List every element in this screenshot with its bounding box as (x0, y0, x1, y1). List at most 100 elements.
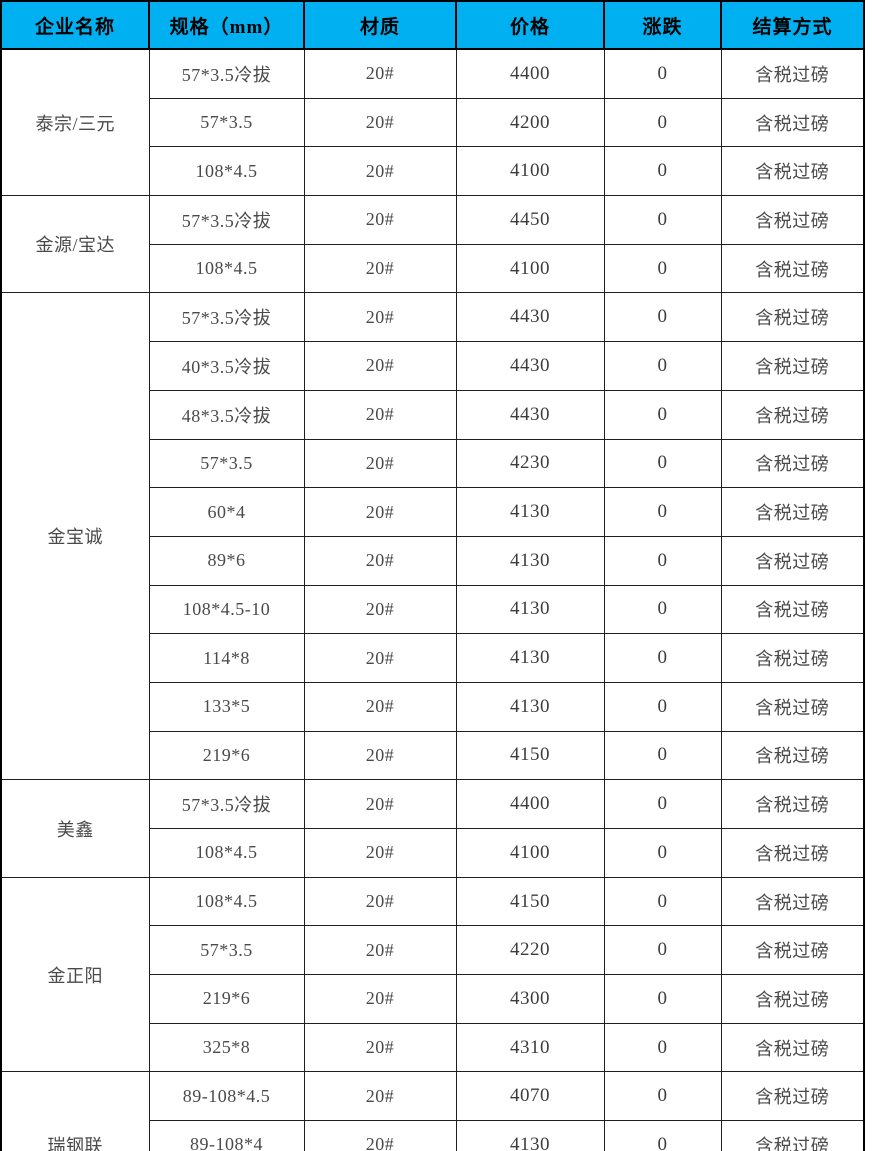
spec-cell: 114*8 (148, 633, 305, 683)
material-cell: 20# (303, 681, 457, 732)
spec-cell: 57*3.5冷拔 (148, 195, 305, 245)
price-cell: 4300 (455, 974, 605, 1024)
material-cell: 20# (303, 584, 457, 635)
change-cell: 0 (603, 779, 722, 829)
change-cell: 0 (603, 48, 722, 99)
spec-cell: 219*6 (148, 974, 305, 1024)
table-row: 美鑫 57*3.5冷拔 20# 4400 0 含税过磅 (0, 779, 865, 878)
material-cell: 20# (303, 779, 457, 829)
table-row: 48*3.5冷拔 20# 4430 0 含税过磅 (1, 389, 865, 440)
price-cell: 4150 (455, 730, 605, 781)
company-cell: 瑞钢联 (0, 1071, 150, 1151)
settlement-cell: 含税过磅 (720, 389, 865, 440)
change-cell: 0 (603, 1120, 722, 1151)
material-cell: 20# (303, 389, 457, 440)
change-cell: 0 (603, 97, 722, 148)
table-row: 219*6 20# 4150 0 含税过磅 (1, 730, 865, 781)
material-cell: 20# (303, 1120, 457, 1151)
settlement-cell: 含税过磅 (720, 146, 865, 197)
price-cell: 4130 (455, 535, 605, 586)
change-cell: 0 (603, 389, 722, 440)
spec-cell: 89-108*4.5 (148, 1071, 305, 1122)
spec-cell: 325*8 (148, 1022, 305, 1073)
table-row: 57*3.5 20# 4230 0 含税过磅 (1, 438, 865, 489)
settlement-cell: 含税过磅 (720, 341, 865, 391)
change-cell: 0 (603, 974, 722, 1024)
material-cell: 20# (303, 292, 457, 343)
settlement-cell: 含税过磅 (720, 925, 865, 976)
col-header-material: 材质 (303, 0, 457, 50)
table-row: 金正阳 108*4.5 20# 4150 0 含税过磅 (0, 876, 865, 1073)
col-header-company: 企业名称 (0, 0, 150, 50)
settlement-cell: 含税过磅 (720, 195, 865, 245)
price-cell: 4400 (455, 48, 605, 99)
material-cell: 20# (303, 876, 457, 927)
table-row: 60*4 20# 4130 0 含税过磅 (1, 487, 865, 537)
settlement-cell: 含税过磅 (720, 292, 865, 343)
table-row: 108*4.5-10 20# 4130 0 含税过磅 (1, 584, 865, 635)
material-cell: 20# (303, 97, 457, 148)
price-cell: 4200 (455, 97, 605, 148)
settlement-cell: 含税过磅 (720, 779, 865, 829)
price-cell: 4150 (455, 876, 605, 927)
spec-cell: 89*6 (148, 535, 305, 586)
material-cell: 20# (303, 730, 457, 781)
spec-cell: 108*4.5-10 (148, 584, 305, 635)
settlement-cell: 含税过磅 (720, 438, 865, 489)
price-cell: 4070 (455, 1071, 605, 1122)
material-cell: 20# (303, 633, 457, 683)
change-cell: 0 (603, 243, 722, 294)
spec-cell: 60*4 (148, 487, 305, 537)
material-cell: 20# (303, 195, 457, 245)
spec-cell: 48*3.5冷拔 (148, 389, 305, 440)
change-cell: 0 (603, 828, 722, 878)
table-row: 金源/宝达 57*3.5冷拔 20# 4450 0 含税过磅 (0, 195, 865, 294)
price-cell: 4130 (455, 1120, 605, 1151)
table-body: 泰宗/三元 57*3.5冷拔 20# 4400 0 含税过磅 57*3.5 20# 4200 0 含… (0, 48, 865, 1151)
spec-cell: 133*5 (148, 681, 305, 732)
settlement-cell: 含税过磅 (720, 730, 865, 781)
spec-cell: 108*4.5 (148, 146, 305, 197)
settlement-cell: 含税过磅 (720, 243, 865, 294)
price-cell: 4130 (455, 681, 605, 732)
col-header-change: 涨跌 (603, 0, 722, 50)
table-row: 133*5 20# 4130 0 含税过磅 (1, 681, 865, 732)
company-cell: 泰宗/三元 (0, 48, 150, 197)
material-cell: 20# (303, 974, 457, 1024)
spec-cell: 57*3.5 (148, 925, 305, 976)
change-cell: 0 (603, 1071, 722, 1122)
table-row: 108*4.5 20# 4100 0 含税过磅 (1, 828, 865, 878)
price-cell: 4450 (455, 195, 605, 245)
change-cell: 0 (603, 195, 722, 245)
change-cell: 0 (603, 535, 722, 586)
header-row: 企业名称 规格（mm） 材质 价格 涨跌 结算方式 (0, 0, 865, 50)
table-row: 108*4.5 20# 4100 0 含税过磅 (1, 146, 865, 197)
table-row: 219*6 20# 4300 0 含税过磅 (1, 974, 865, 1024)
table-row: 114*8 20# 4130 0 含税过磅 (1, 633, 865, 683)
change-cell: 0 (603, 681, 722, 732)
material-cell: 20# (303, 535, 457, 586)
change-cell: 0 (603, 876, 722, 927)
table-row: 金宝诚 57*3.5冷拔 20# 4430 0 含税过磅 (0, 292, 865, 781)
price-cell: 4130 (455, 487, 605, 537)
spec-cell: 57*3.5冷拔 (148, 48, 305, 99)
change-cell: 0 (603, 438, 722, 489)
settlement-cell: 含税过磅 (720, 1120, 865, 1151)
material-cell: 20# (303, 341, 457, 391)
change-cell: 0 (603, 633, 722, 683)
price-cell: 4430 (455, 389, 605, 440)
spec-cell: 40*3.5冷拔 (148, 341, 305, 391)
table-row: 108*4.5 20# 4100 0 含税过磅 (1, 243, 865, 294)
price-cell: 4310 (455, 1022, 605, 1073)
settlement-cell: 含税过磅 (720, 974, 865, 1024)
table-row: 57*3.5 20# 4200 0 含税过磅 (1, 97, 865, 148)
settlement-cell: 含税过磅 (720, 584, 865, 635)
price-cell: 4100 (455, 243, 605, 294)
change-cell: 0 (603, 925, 722, 976)
company-cell: 金正阳 (0, 876, 150, 1073)
change-cell: 0 (603, 1022, 722, 1073)
settlement-cell: 含税过磅 (720, 1071, 865, 1122)
col-header-spec: 规格（mm） (148, 0, 305, 50)
spec-cell: 108*4.5 (148, 876, 305, 927)
col-header-price: 价格 (455, 0, 605, 50)
